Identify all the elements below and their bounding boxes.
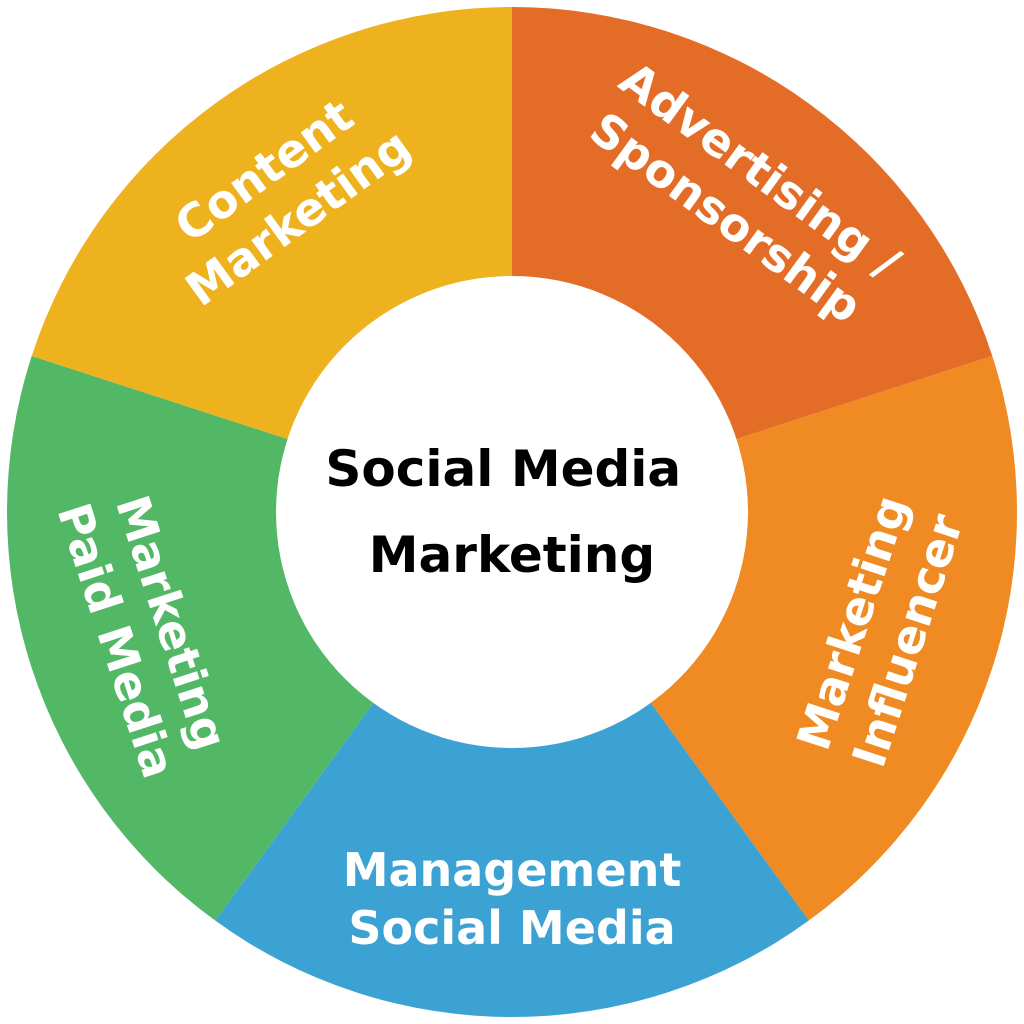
segment-label-text: Social MediaManagement	[343, 843, 682, 955]
segment-label-line-1: Social Media	[348, 901, 675, 955]
center-circle	[276, 276, 748, 748]
center-title-line-1: Social Media	[325, 440, 681, 498]
label-social-media-management: Social MediaManagement	[343, 843, 682, 955]
center-title-line-2: Marketing	[369, 526, 655, 584]
center-title: Social Media Marketing	[325, 440, 698, 584]
segment-social-media-management	[215, 512, 809, 1017]
segment-label-line-2: Management	[343, 843, 682, 897]
